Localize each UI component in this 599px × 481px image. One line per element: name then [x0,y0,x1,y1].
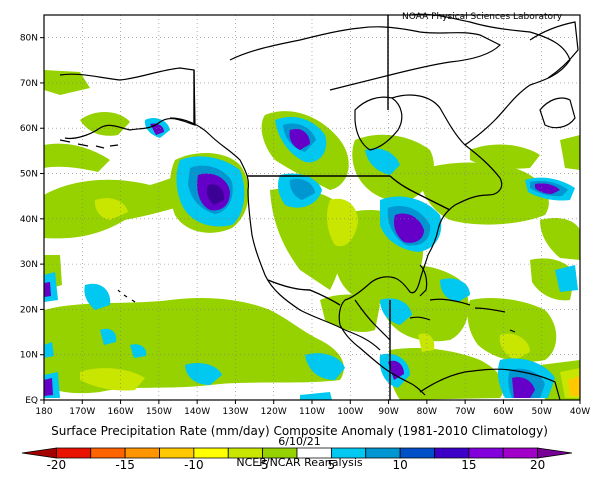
latitude-axis: EQ 10N 20N 30N 40N 50N 60N 70N 80N [20,34,44,406]
coastline [419,264,428,297]
anomaly-area [470,144,540,169]
longitude-label: 80W [417,407,437,417]
anomaly-area [499,333,530,360]
anomaly-area [84,283,111,310]
longitude-label: 50W [532,407,552,417]
credit-label: NOAA Physical Sciences Laboratory [402,12,563,22]
anomaly-area [388,360,404,380]
anomaly-area [94,198,128,220]
latitude-label: 20N [20,305,38,315]
latitude-label: 50N [20,170,38,180]
coastline [409,298,516,333]
political-borders [193,15,451,400]
longitude-label: 150W [146,407,172,417]
colorbar-swatch [537,447,573,459]
anomaly-area [327,198,358,247]
colorbar-swatches [21,447,573,459]
colorbar-tick-label: 15 [461,458,476,472]
coastline [354,96,403,151]
date-label: 6/10/21 [278,435,321,448]
coastline [339,324,426,396]
longitude-label: 160W [108,407,134,417]
anomaly-area [80,368,145,391]
colorbar: -20 -15 -10 -5 5 10 15 20 [21,447,573,472]
anomaly-area [568,376,580,396]
anomaly-area [130,344,147,358]
latitude-label: 70N [20,79,38,89]
coastline [419,368,561,401]
anomaly-area [44,70,90,95]
anomaly-area [289,178,315,200]
longitude-label: 110W [299,407,325,417]
anomaly-area [365,148,400,175]
colorbar-tick-label: -15 [115,458,135,472]
longitude-label: 40W [570,407,590,417]
longitude-label: 170W [69,407,95,417]
longitude-label: 90W [378,407,398,417]
latitude-label: 80N [20,34,38,44]
anomaly-area [300,392,332,400]
anomaly-area [305,353,345,380]
longitude-label: 70W [455,407,475,417]
anomaly-area [44,282,51,297]
anomaly-area [44,342,54,358]
border-us-mexico [267,279,341,306]
anomaly-shading [44,70,580,400]
anomaly-area [380,298,412,325]
coastline [529,21,579,79]
colorbar-ticks: -20 -15 -10 -5 5 10 15 20 [47,458,546,472]
latitude-label: 10N [20,351,38,361]
longitude-label: 130W [222,407,248,417]
anomaly-area [540,218,580,260]
coastline [338,229,439,326]
anomaly-area [512,377,535,398]
longitude-label: 120W [261,407,287,417]
colorbar-tick-label: 20 [530,458,545,472]
anomaly-area [555,265,578,292]
anomaly-area [467,298,557,362]
longitude-label: 100W [337,407,363,417]
longitude-label: 140W [184,407,210,417]
coastline [354,299,391,341]
anomaly-area [44,143,110,172]
colorbar-tick-label: 5 [328,458,336,472]
anomaly-area [419,162,549,225]
colorbar-tick-label: 10 [392,458,407,472]
latitude-label: 40N [20,215,38,225]
coastline [117,289,136,303]
coastline [59,67,381,351]
coastline [391,94,503,231]
latitude-label: 30N [20,260,38,270]
anomaly-area [289,128,310,150]
colorbar-tick-label: -5 [257,458,269,472]
border-us-canada-east [389,175,451,211]
anomaly-area [320,294,380,332]
source-label: NCEP/NCAR Reanalysis [236,456,363,469]
longitude-label: 60W [493,407,513,417]
map-title: Surface Precipitation Rate (mm/day) Comp… [51,424,548,438]
coastline [229,26,502,91]
coastline [59,139,119,149]
coastlines [59,13,579,401]
longitude-axis: 180 170W 160W 150W 140W 130W 120W 110W 100W 90W 80… [35,400,590,417]
anomaly-area [206,184,225,205]
anomaly-area [560,135,580,170]
anomaly-area [535,183,560,194]
graticule [44,15,580,400]
anomaly-area [80,111,130,136]
latitude-label: EQ [25,396,38,406]
latitude-label: 60N [20,124,38,134]
anomaly-area [394,213,424,243]
anomaly-area [44,378,53,396]
anomaly-area [100,328,117,345]
anomaly-area [185,363,222,385]
anomaly-area [418,333,435,352]
longitude-label: 180 [35,407,52,417]
colorbar-tick-label: -10 [184,458,204,472]
coastline [539,97,576,129]
colorbar-tick-label: -20 [47,458,67,472]
anomaly-area [440,278,470,302]
